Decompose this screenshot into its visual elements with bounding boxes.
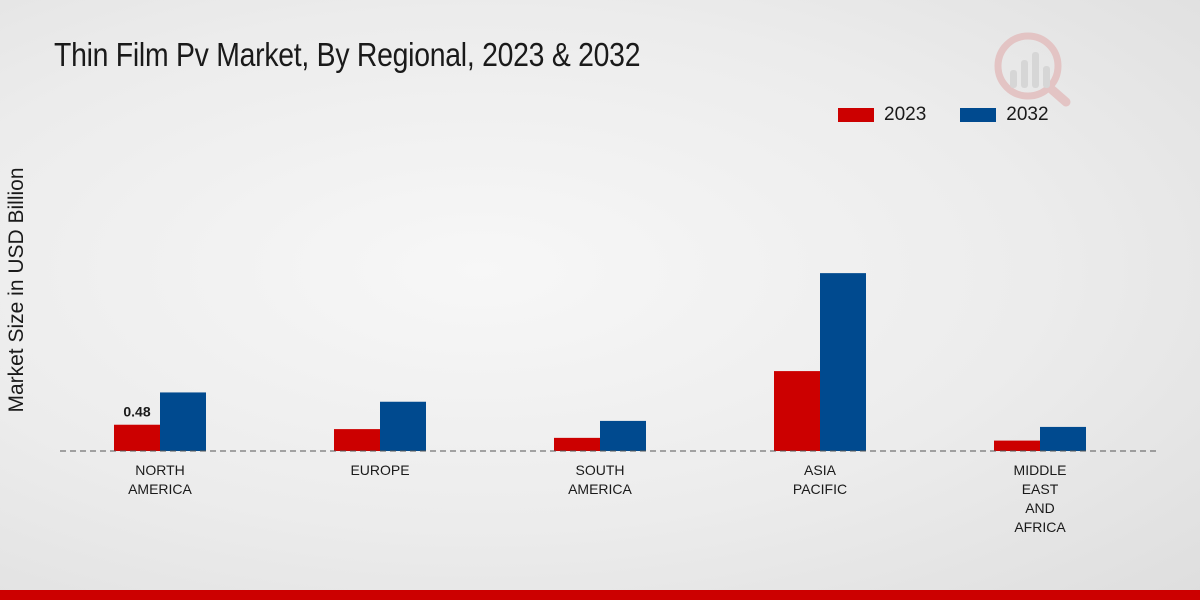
bar-2023-4: [994, 440, 1040, 451]
x-tick-labels: NORTH AMERICA EUROPE SOUTH AMERICA ASIA PACIFI…: [128, 462, 1066, 535]
bar-2032-4: [1040, 426, 1086, 451]
chart-title: Thin Film Pv Market, By Regional, 2023 &…: [54, 36, 641, 73]
x-tick-label-line: EAST: [1022, 481, 1059, 497]
x-tick-label-0: NORTH AMERICA: [128, 462, 192, 497]
legend-item-2032: 2032: [960, 104, 1049, 126]
value-labels: 0.48: [123, 404, 150, 420]
brand-logo-icon: [994, 32, 1071, 107]
x-tick-label-2: SOUTH AMERICA: [568, 462, 632, 497]
bar-2023-3: [774, 371, 820, 451]
legend-label-2023: 2023: [884, 104, 927, 125]
x-tick-label-line: AND: [1025, 500, 1055, 516]
bar-2032-2: [600, 420, 646, 451]
x-tick-label-line: MIDDLE: [1014, 462, 1067, 478]
bar-2032-1: [380, 401, 426, 451]
bar-2032-0: [160, 392, 206, 451]
bar-2023-2: [554, 437, 600, 451]
x-tick-label-line: SOUTH: [576, 462, 625, 478]
legend-swatch-2023: [838, 108, 874, 122]
legend-swatch-2032: [960, 108, 997, 122]
x-tick-label-1: EUROPE: [350, 462, 409, 478]
bar-2023-1: [334, 429, 380, 451]
x-tick-label-line: EUROPE: [350, 462, 409, 478]
legend-label-2032: 2032: [1006, 104, 1049, 125]
x-tick-label-line: ASIA: [804, 462, 837, 478]
x-tick-label-4: MIDDLE EAST AND AFRICA: [1014, 462, 1067, 535]
bar-2023-0: [114, 424, 160, 451]
x-tick-label-line: AFRICA: [1014, 519, 1066, 535]
bottom-accent-bar: [0, 590, 1200, 600]
x-tick-label-line: AMERICA: [128, 481, 192, 497]
x-tick-label-3: ASIA PACIFIC: [793, 462, 847, 497]
x-tick-label-line: NORTH: [135, 462, 185, 478]
x-tick-label-line: AMERICA: [568, 481, 632, 497]
data-label-0: 0.48: [123, 404, 150, 420]
bars-group: [114, 273, 1086, 451]
bar-2032-3: [820, 273, 866, 451]
x-tick-label-line: PACIFIC: [793, 481, 847, 497]
legend-item-2023: 2023: [838, 104, 926, 126]
legend: 2023 2032: [838, 104, 1083, 126]
